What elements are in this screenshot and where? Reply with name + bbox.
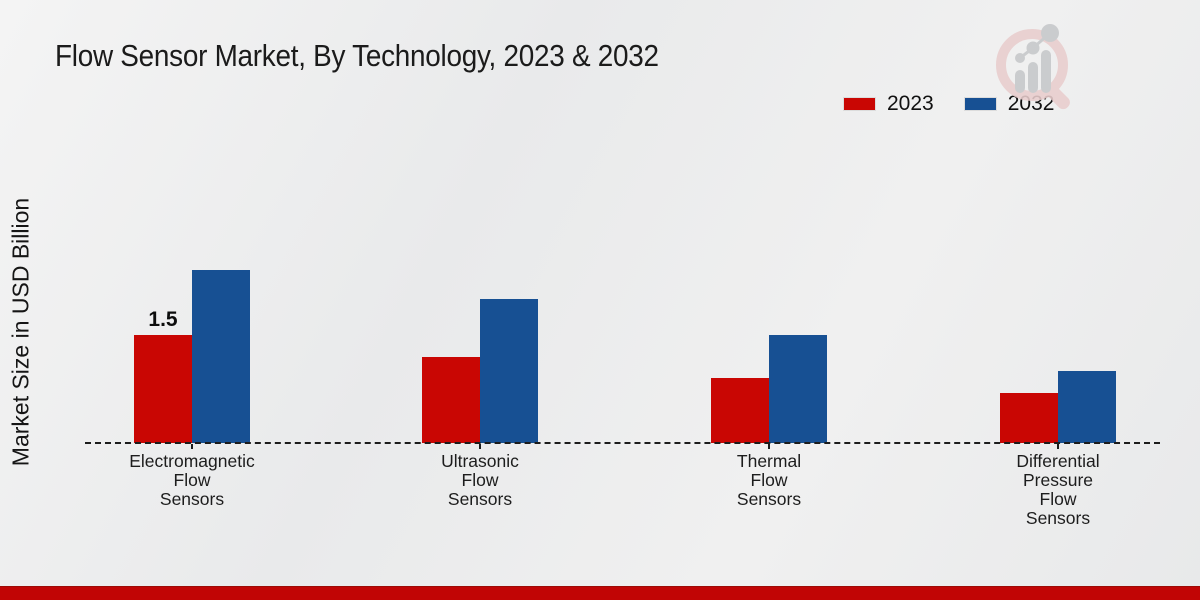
x-axis-tick: [1057, 444, 1059, 449]
logo-dot-small-icon: [1015, 53, 1025, 63]
magnifier-handle-icon: [1047, 86, 1070, 110]
bar-2032-electromagnetic-flow-sensors: [192, 270, 250, 443]
category-label-ultrasonic-flow-sensors: Ultrasonic Flow Sensors: [441, 451, 519, 509]
footer-accent-bar: [0, 586, 1200, 600]
legend-swatch-2023: [843, 97, 876, 111]
logo-dot-medium-icon: [1026, 41, 1040, 55]
bar-value-label: 1.5: [148, 308, 178, 331]
chart-title: Flow Sensor Market, By Technology, 2023 …: [55, 38, 659, 73]
legend-label-2023: 2023: [887, 92, 934, 115]
logo-bar-small-icon: [1015, 70, 1025, 93]
logo-bar-large-icon: [1041, 50, 1051, 93]
logo-bar-medium-icon: [1028, 62, 1038, 93]
x-axis-tick: [479, 444, 481, 449]
legend-swatch-2032: [963, 97, 997, 111]
legend-item-2023: 2023: [843, 92, 934, 116]
bar-2023-ultrasonic-flow-sensors: [422, 357, 480, 443]
bar-2023-electromagnetic-flow-sensors: [134, 335, 192, 443]
bar-2032-differential-pressure-flow-sensors: [1058, 371, 1116, 443]
category-label-electromagnetic-flow-sensors: Electromagnetic Flow Sensors: [129, 451, 255, 509]
x-axis-baseline: [85, 442, 1160, 444]
logo-dot-large-icon: [1041, 24, 1059, 42]
bar-2023-thermal-flow-sensors: [711, 378, 769, 443]
bar-2023-differential-pressure-flow-sensors: [1000, 393, 1058, 443]
y-axis-label: Market Size in USD Billion: [7, 197, 34, 467]
x-axis-tick: [768, 444, 770, 449]
category-label-differential-pressure-flow-sensors: Differential Pressure Flow Sensors: [1016, 451, 1100, 528]
bar-2032-thermal-flow-sensors: [769, 335, 827, 443]
category-label-thermal-flow-sensors: Thermal Flow Sensors: [736, 451, 802, 509]
magnifier-ring-icon: [996, 29, 1068, 101]
x-axis-tick: [191, 444, 193, 449]
magnifier-growth-chart-logo-watermark: [996, 24, 1070, 110]
bar-2032-ultrasonic-flow-sensors: [480, 299, 538, 443]
